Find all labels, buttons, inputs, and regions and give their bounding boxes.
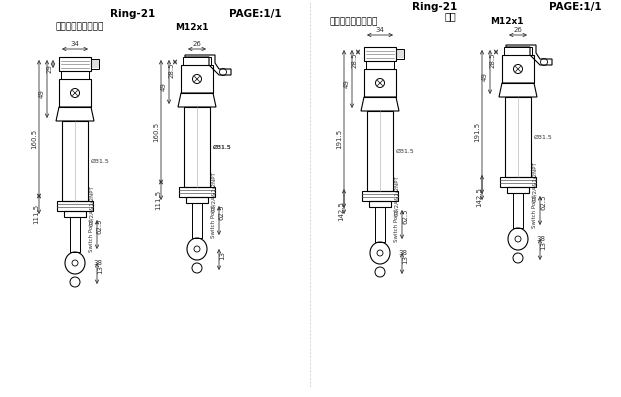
Text: 191.5: 191.5 — [474, 122, 480, 142]
Text: 160.5: 160.5 — [153, 122, 159, 142]
Text: Ø31.5: Ø31.5 — [91, 158, 110, 164]
Bar — [364, 69, 396, 97]
Text: 142.5: 142.5 — [476, 187, 482, 207]
Text: 49: 49 — [482, 72, 488, 81]
Text: Switch Point: Switch Point — [394, 208, 399, 242]
Text: 142.5: 142.5 — [338, 202, 344, 222]
Text: M12x1: M12x1 — [175, 23, 209, 31]
Circle shape — [193, 75, 201, 83]
Text: G1/2A&1/2NPT: G1/2A&1/2NPT — [394, 175, 399, 216]
Text: 13: 13 — [402, 254, 408, 264]
Bar — [375, 207, 385, 242]
Text: 28.5: 28.5 — [169, 62, 175, 77]
Circle shape — [376, 79, 384, 87]
Bar — [181, 65, 213, 93]
Text: Switch Point: Switch Point — [211, 204, 216, 238]
Text: 34: 34 — [71, 41, 79, 47]
Bar — [502, 55, 534, 83]
Bar — [91, 59, 99, 69]
Text: 62.5: 62.5 — [219, 205, 225, 220]
Text: 高温: 高温 — [444, 11, 456, 21]
Text: Ø31.5: Ø31.5 — [534, 135, 553, 139]
Circle shape — [71, 89, 79, 98]
Bar — [64, 211, 86, 217]
Text: 26: 26 — [514, 27, 522, 33]
Bar — [366, 61, 394, 69]
Bar — [61, 71, 89, 79]
Text: G1/2A&1/2NPT: G1/2A&1/2NPT — [89, 186, 94, 226]
Text: 38: 38 — [93, 260, 102, 266]
Text: G1/2A&1/2NPT: G1/2A&1/2NPT — [532, 162, 537, 202]
Bar — [504, 47, 532, 55]
Text: 电磁阀接头连接方式: 电磁阀接头连接方式 — [330, 17, 378, 27]
Text: 13: 13 — [219, 251, 225, 260]
Text: 111.5: 111.5 — [33, 204, 39, 224]
Text: 28.5: 28.5 — [352, 52, 358, 67]
Text: 38: 38 — [398, 250, 407, 256]
Text: PAGE:1/1: PAGE:1/1 — [229, 9, 281, 19]
Bar — [513, 193, 523, 228]
Text: G1/2A&1/2NPT: G1/2A&1/2NPT — [211, 172, 216, 212]
Text: 111.5: 111.5 — [155, 190, 161, 210]
Text: 49: 49 — [161, 82, 167, 91]
Text: PAGE:1/1: PAGE:1/1 — [549, 2, 601, 12]
Text: 电磁阀接头连接方式: 电磁阀接头连接方式 — [55, 23, 103, 31]
Bar — [507, 187, 529, 193]
Bar — [70, 217, 80, 252]
Bar — [367, 111, 393, 191]
Text: 62.5: 62.5 — [97, 219, 103, 235]
Text: 29: 29 — [47, 64, 53, 73]
Bar — [505, 97, 531, 177]
Bar — [179, 187, 215, 197]
Text: Ring-21: Ring-21 — [111, 9, 156, 19]
Text: 34: 34 — [376, 27, 384, 33]
Bar — [186, 197, 208, 203]
Text: 62.5: 62.5 — [540, 195, 546, 210]
Bar — [57, 201, 93, 211]
Bar — [369, 201, 391, 207]
Bar — [192, 203, 202, 238]
Circle shape — [514, 64, 522, 73]
Text: 13: 13 — [540, 241, 546, 249]
Text: 62.5: 62.5 — [402, 209, 408, 224]
Bar — [364, 47, 396, 61]
Text: 28.5: 28.5 — [490, 52, 496, 67]
Text: 49: 49 — [344, 79, 350, 88]
Bar — [184, 107, 210, 187]
Text: Ring-21: Ring-21 — [412, 2, 458, 12]
Text: 160.5: 160.5 — [31, 129, 37, 149]
Bar — [183, 57, 211, 65]
Text: 38: 38 — [536, 236, 545, 242]
Text: 191.5: 191.5 — [336, 129, 342, 149]
Text: 49: 49 — [39, 89, 45, 98]
Bar — [59, 79, 91, 107]
Text: M12x1: M12x1 — [490, 17, 524, 27]
Text: 26: 26 — [193, 41, 201, 47]
Bar — [62, 121, 88, 201]
Text: Ø31.5: Ø31.5 — [213, 145, 232, 150]
Text: Ø31.5: Ø31.5 — [213, 145, 232, 150]
Text: 13: 13 — [97, 264, 103, 274]
Text: Switch Point: Switch Point — [532, 194, 537, 228]
Bar — [59, 57, 91, 71]
Bar — [500, 177, 536, 187]
Text: Ø31.5: Ø31.5 — [396, 148, 415, 154]
Bar — [396, 49, 404, 59]
Text: Switch Point: Switch Point — [89, 218, 94, 252]
Bar — [362, 191, 398, 201]
